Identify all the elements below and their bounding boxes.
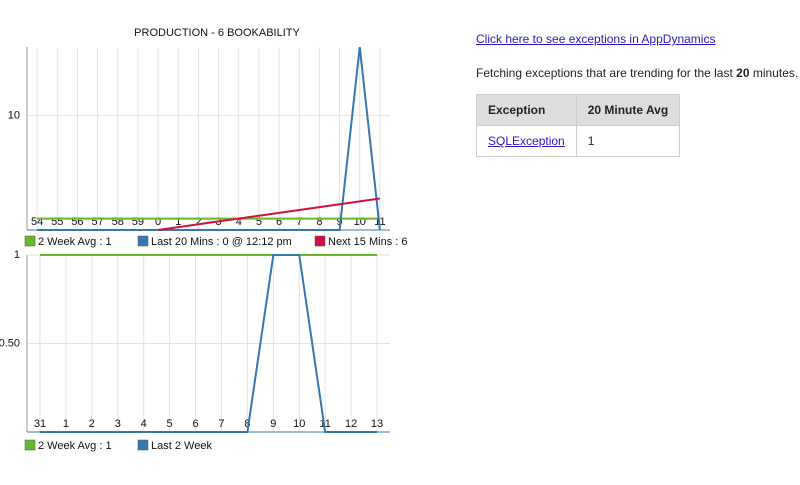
x-tick-label: 10 xyxy=(293,418,305,430)
header-cell: 20 Minute Avg xyxy=(575,94,681,126)
legend-label: Last 2 Week xyxy=(151,440,212,452)
x-tick-label: 5 xyxy=(167,418,173,430)
x-tick-label: 7 xyxy=(296,216,302,228)
x-tick-label: 12 xyxy=(345,418,357,430)
legend-swatch xyxy=(137,439,149,451)
y-tick-label: 0.50 xyxy=(0,337,20,349)
x-tick-label: 31 xyxy=(34,418,46,430)
side-panel: Click here to see exceptions in AppDynam… xyxy=(476,32,798,157)
fetching-text: Fetching exceptions that are trending fo… xyxy=(476,66,798,80)
x-tick-label: 0 xyxy=(155,216,161,228)
legend-label: 2 Week Avg : 1 xyxy=(38,236,112,248)
y-tick-label: 1 xyxy=(14,249,20,261)
legend-swatch xyxy=(314,235,326,247)
x-tick-label: 13 xyxy=(371,418,383,430)
series-line xyxy=(37,46,381,231)
x-tick-label: 8 xyxy=(244,418,250,430)
x-tick-label: 2 xyxy=(89,418,95,430)
x-tick-label: 7 xyxy=(218,418,224,430)
legend-label: 2 Week Avg : 1 xyxy=(38,440,112,452)
cell: SQLException xyxy=(476,125,577,157)
text: minutes. xyxy=(749,66,799,80)
header-cell: Exception xyxy=(476,94,577,126)
x-tick-label: 1 xyxy=(175,216,181,228)
x-tick-label: 6 xyxy=(192,418,198,430)
legend-swatch xyxy=(24,439,36,451)
exception-link[interactable]: SQLException xyxy=(488,134,565,148)
exception-table: Exception 20 Minute Avg SQLException 1 xyxy=(476,94,681,157)
x-tick-label: 9 xyxy=(270,418,276,430)
x-tick-label: 6 xyxy=(276,216,282,228)
legend-swatch xyxy=(24,235,36,247)
x-tick-label: 5 xyxy=(256,216,262,228)
x-tick-label: 4 xyxy=(141,418,147,430)
x-tick-label: 8 xyxy=(316,216,322,228)
text: Fetching exceptions that are trending fo… xyxy=(476,66,737,80)
x-tick-label: 1 xyxy=(63,418,69,430)
x-tick-label: 2 xyxy=(195,216,201,228)
x-tick-label: 3 xyxy=(115,418,121,430)
series-line xyxy=(157,197,381,231)
legend-label: Next 15 Mins : 6 xyxy=(328,236,407,248)
x-tick-label: 11 xyxy=(319,418,330,430)
cell: 1 xyxy=(575,125,681,157)
legend-label: Last 20 Mins : 0 @ 12:12 pm xyxy=(151,236,292,248)
chart-title: PRODUCTION - 6 BOOKABILITY xyxy=(134,27,300,39)
minutes: 20 xyxy=(736,66,750,80)
y-tick-label: 10 xyxy=(8,110,20,122)
appdynamics-link[interactable]: Click here to see exceptions in AppDynam… xyxy=(476,32,716,46)
x-tick-label: 4 xyxy=(236,216,242,228)
legend-swatch xyxy=(137,235,149,247)
series-line xyxy=(39,254,378,433)
